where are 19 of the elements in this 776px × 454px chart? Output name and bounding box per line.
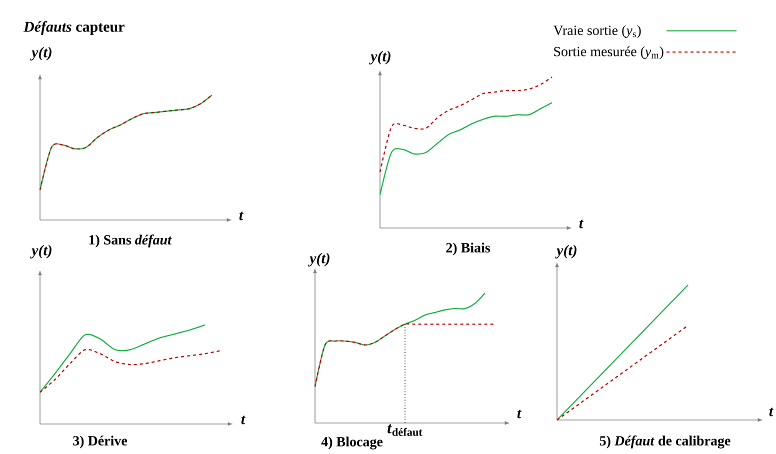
text: 1) Sans défaut	[89, 234, 172, 248]
text: 3) Dérive	[73, 436, 128, 448]
y-axis-title: y(t)	[555, 244, 576, 258]
y-axis-title: y(t)	[30, 46, 52, 60]
x-axis-title: t	[579, 220, 584, 228]
text: Défauts capteur	[23, 21, 124, 35]
x-axis-title: t	[769, 408, 774, 416]
text: 5) Défaut de calibrage	[600, 436, 730, 448]
y-axis-title: y(t)	[308, 252, 330, 266]
text: t$_{défaut}$	[388, 424, 422, 436]
y-axis-title: y(t)	[30, 244, 52, 258]
x-axis-title: t	[239, 212, 244, 220]
text: 4) Blocage	[321, 436, 383, 450]
legend-label: Sortie mesurée (y$_{m}$)	[554, 46, 664, 60]
x-axis-title: t	[517, 410, 522, 418]
text: 2) Biais	[446, 242, 490, 256]
legend-label: Vraie sortie (y$_{s}$)	[553, 25, 641, 38]
y-axis-title: y(t)	[369, 50, 390, 64]
x-axis-title: t	[241, 416, 246, 424]
